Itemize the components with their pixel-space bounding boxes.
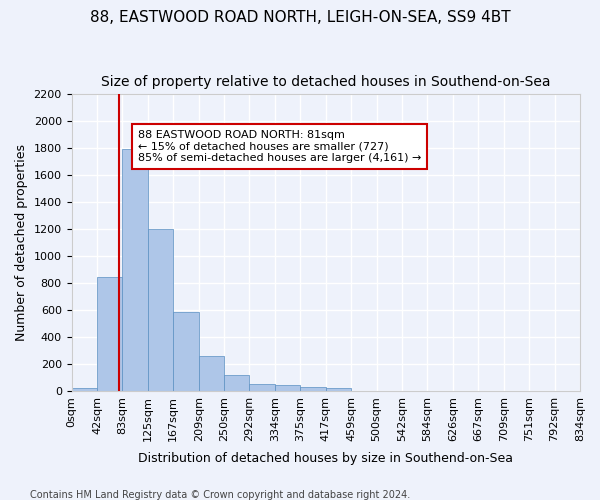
Text: Contains HM Land Registry data © Crown copyright and database right 2024.: Contains HM Land Registry data © Crown c… [30,490,410,500]
Title: Size of property relative to detached houses in Southend-on-Sea: Size of property relative to detached ho… [101,75,551,89]
Bar [275,385,301,391]
Bar [173,312,199,391]
Bar [148,229,173,391]
Bar [122,149,148,391]
Bar [326,388,351,391]
Bar [224,376,250,391]
Bar [199,356,224,391]
X-axis label: Distribution of detached houses by size in Southend-on-Sea: Distribution of detached houses by size … [138,452,513,465]
Text: 88 EASTWOOD ROAD NORTH: 81sqm
← 15% of detached houses are smaller (727)
85% of : 88 EASTWOOD ROAD NORTH: 81sqm ← 15% of d… [137,130,421,163]
Text: 88, EASTWOOD ROAD NORTH, LEIGH-ON-SEA, SS9 4BT: 88, EASTWOOD ROAD NORTH, LEIGH-ON-SEA, S… [89,10,511,25]
Bar [71,388,97,391]
Y-axis label: Number of detached properties: Number of detached properties [15,144,28,341]
Bar [301,387,326,391]
Bar [97,277,122,391]
Bar [250,384,275,391]
